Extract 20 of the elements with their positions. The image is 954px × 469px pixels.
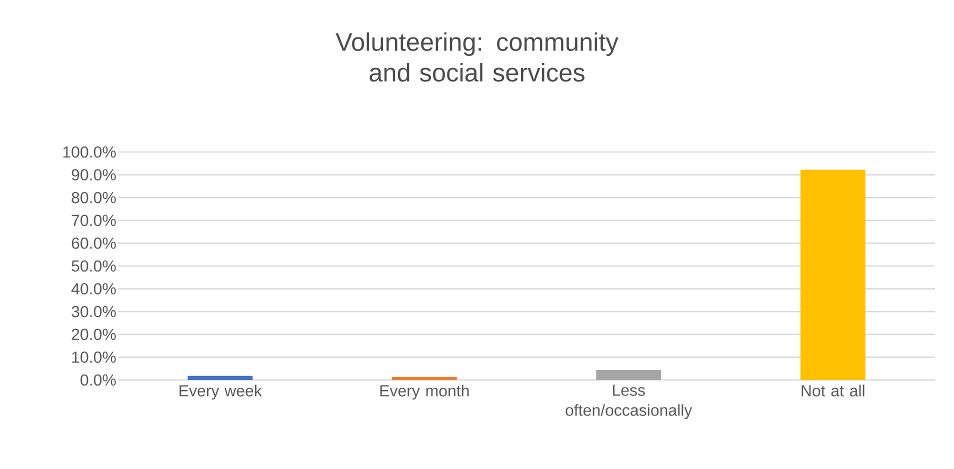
y-tick-label: 80.0% [72,192,116,204]
y-tick-label: 40.0% [71,283,116,294]
y-tick-label: 70.0% [72,214,116,226]
x-tick-label: Not at all [802,384,864,396]
chart-title: Volunteering: community and social services [336,32,618,82]
x-tick-label: Every month [380,384,469,400]
x-tick-label: Less often/occasionally [566,384,692,420]
y-tick-label: 60.0% [72,238,116,249]
y-tick-label: 50.0% [72,260,116,272]
x-tick-label: Every week [180,384,262,400]
y-tick-label: 20.0% [72,328,116,340]
bar [596,370,662,380]
y-tick-label: 0.0% [80,374,116,386]
y-tick-label: 10.0% [72,352,116,363]
y-tick-label: 100.0% [63,146,116,158]
bar [188,376,253,380]
y-tick-label: 90.0% [72,169,116,180]
bar [392,377,457,380]
y-tick-label: 30.0% [72,306,116,318]
bar [800,170,866,380]
